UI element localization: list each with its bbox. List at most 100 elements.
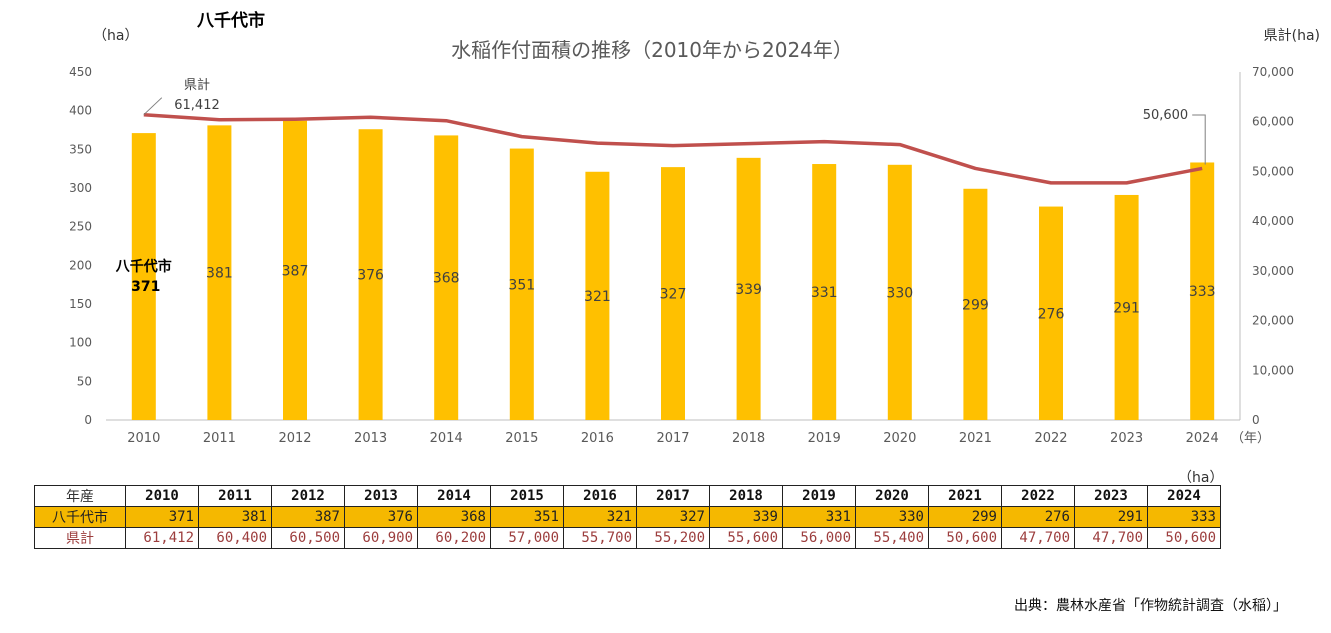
city-value-cell: 371: [125, 506, 199, 528]
year-cell: 2011: [198, 485, 272, 507]
city-value-cell: 276: [1001, 506, 1075, 528]
bar: [1114, 194, 1139, 420]
year-cell: 2016: [563, 485, 637, 507]
year-cell: 2023: [1074, 485, 1148, 507]
year-cell: 2013: [344, 485, 418, 507]
bar: [887, 164, 912, 420]
pref-row-label: 県計: [34, 527, 126, 549]
bar-value-label: 351: [508, 277, 535, 293]
bar-value-label: 291: [1113, 300, 1140, 316]
bar-value-label: 368: [433, 271, 460, 287]
city-row: 八千代市 371 381 387 376 368 351 321 327 339 331 330 29…: [34, 506, 1221, 528]
bar-value-label: 330: [886, 285, 913, 301]
bar: [358, 129, 383, 420]
year-cell: 2014: [417, 485, 491, 507]
bar: [283, 120, 307, 420]
city-value-cell: 351: [490, 506, 564, 528]
pref-value-cell: 61,412: [125, 527, 199, 549]
pref-total-line: [143, 112, 1203, 185]
left-tick-label: 50: [77, 374, 92, 388]
chart-title: 水稲作付面積の推移（2010年から2024年）: [451, 38, 853, 62]
bar-value-label: 321: [584, 289, 611, 305]
city-value-cell: 330: [855, 506, 929, 528]
left-tick-label: 200: [69, 258, 92, 272]
pref-value-cell: 50,600: [1147, 527, 1221, 549]
x-tick-label: 2012: [278, 431, 311, 446]
bar-value-label: 339: [735, 282, 762, 298]
right-tick-label: 30,000: [1252, 264, 1294, 278]
city-value-cell: 321: [563, 506, 637, 528]
right-axis-unit: 県計(ha): [1264, 28, 1320, 44]
end-leader-line: [1192, 114, 1206, 165]
bar-value-label: 387: [282, 263, 309, 279]
left-tick-label: 450: [69, 65, 92, 79]
x-tick-label: 2014: [430, 431, 463, 446]
pref-value-cell: 55,700: [563, 527, 637, 549]
bar: [963, 188, 988, 420]
city-value-cell: 291: [1074, 506, 1148, 528]
year-cell: 2022: [1001, 485, 1075, 507]
x-tick-label: 2023: [1110, 431, 1143, 446]
bar: [1190, 162, 1215, 421]
city-value-cell: 387: [271, 506, 345, 528]
line-end-value: 50,600: [1143, 108, 1189, 123]
year-cell: 2021: [928, 485, 1002, 507]
source-note: 出典：農林水産省「作物統計調査（水稲）」: [1014, 598, 1287, 614]
year-cell: 2010: [125, 485, 199, 507]
pref-value-cell: 60,500: [271, 527, 345, 549]
bar: [207, 125, 232, 421]
bar-value-label: 327: [660, 287, 687, 303]
right-tick-label: 60,000: [1252, 115, 1294, 129]
start-leader-line: [143, 97, 163, 116]
city-row-label: 八千代市: [34, 506, 126, 528]
city-value-cell: 331: [782, 506, 856, 528]
left-tick-label: 0: [84, 413, 92, 427]
bar: [812, 164, 837, 420]
city-value-cell: 376: [344, 506, 418, 528]
x-tick-label: 2017: [656, 431, 689, 446]
line-start-name: 県計: [184, 77, 210, 93]
left-tick-label: 350: [69, 142, 92, 156]
year-cell: 2015: [490, 485, 564, 507]
table-unit: （ha）: [1178, 470, 1224, 486]
bar-value-label: 333: [1189, 284, 1216, 300]
left-tick-label: 100: [69, 336, 92, 350]
right-tick-label: 10,000: [1252, 363, 1294, 377]
left-tick-label: 150: [69, 297, 92, 311]
right-tick-label: 50,000: [1252, 164, 1294, 178]
first-bar-city-label: 八千代市: [115, 258, 172, 275]
pref-value-cell: 57,000: [490, 527, 564, 549]
x-tick-label: 2019: [808, 431, 841, 446]
x-tick-label: 2010: [127, 431, 160, 446]
city-value-cell: 368: [417, 506, 491, 528]
left-tick-label: 300: [69, 181, 92, 195]
bar: [509, 148, 534, 420]
city-value-cell: 339: [709, 506, 783, 528]
bar-value-label: 381: [206, 266, 233, 282]
x-tick-label: 2022: [1034, 431, 1067, 446]
x-tick-label: 2011: [203, 431, 236, 446]
chart: 水稲作付面積の推移（2010年から2024年） （ha） 県計(ha) 0 50 100 1…: [69, 28, 1320, 446]
line-start-value: 61,412: [174, 98, 220, 113]
year-cell: 2018: [709, 485, 783, 507]
bar: [1039, 206, 1063, 420]
city-value-cell: 327: [636, 506, 710, 528]
year-cell: 2024: [1147, 485, 1221, 507]
x-tick-label: 2016: [581, 431, 614, 446]
first-bar-value-label: 371: [131, 279, 160, 295]
bar: [736, 157, 761, 420]
pref-value-cell: 47,700: [1074, 527, 1148, 549]
x-axis-unit: （年）: [1231, 431, 1270, 446]
bar-value-label: 331: [811, 285, 838, 301]
city-value-cell: 381: [198, 506, 272, 528]
bar: [131, 133, 156, 421]
x-tick-label: 2024: [1186, 431, 1219, 446]
pref-value-cell: 47,700: [1001, 527, 1075, 549]
data-table: 年産 2010 2011 2012 2013 2014 2015 2016 2017 2018 2…: [34, 485, 1221, 549]
x-tick-label: 2013: [354, 431, 387, 446]
left-tick-label: 250: [69, 220, 92, 234]
right-tick-label: 70,000: [1252, 65, 1294, 79]
year-row: 年産 2010 2011 2012 2013 2014 2015 2016 2017 2018 2…: [34, 485, 1221, 507]
pref-value-cell: 60,900: [344, 527, 418, 549]
x-tick-label: 2021: [959, 431, 992, 446]
